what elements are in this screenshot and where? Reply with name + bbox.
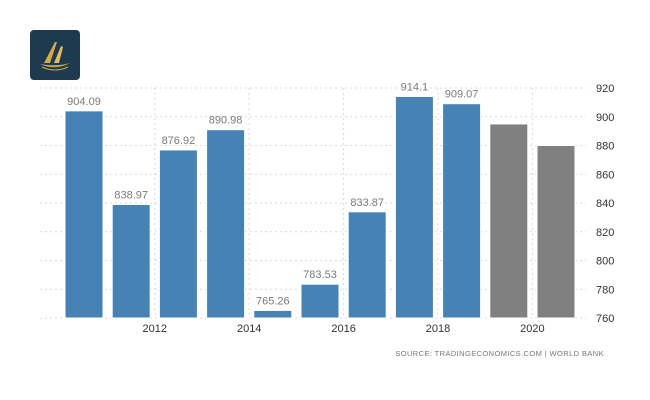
data-labels-group: 904.09 838.97 876.92 890.98 765.26 783.53 833.… — [67, 81, 478, 307]
bar — [442, 103, 482, 319]
x-tick-label: 2012 — [143, 323, 167, 335]
bar — [253, 309, 293, 319]
data-label: 876.92 — [162, 135, 196, 147]
y-tick-label: 820 — [596, 227, 614, 239]
data-label: 890.98 — [209, 115, 243, 127]
bar — [394, 95, 434, 319]
data-label: 783.53 — [303, 269, 337, 281]
bar — [111, 203, 151, 319]
bar — [64, 110, 104, 319]
bar — [300, 283, 340, 319]
y-tick-label: 900 — [596, 112, 614, 124]
bar — [158, 149, 198, 319]
y-tick-label: 860 — [596, 169, 614, 181]
y-tick-label: 800 — [596, 256, 614, 268]
bar-forecast — [489, 123, 529, 319]
source-credit: SOURCE: TRADINGECONOMICS.COM | WORLD BAN… — [395, 349, 604, 358]
y-tick-label: 880 — [596, 141, 614, 153]
data-label: 833.87 — [350, 197, 384, 209]
x-axis: 2012 2014 2016 2018 2020 — [143, 323, 545, 335]
y-axis: 760 780 800 820 840 860 880 900 920 — [596, 83, 614, 325]
x-tick-label: 2016 — [331, 323, 355, 335]
data-label: 909.07 — [445, 89, 479, 101]
bar — [206, 129, 246, 319]
data-label: 904.09 — [67, 96, 101, 108]
bar — [347, 211, 387, 319]
data-label: 838.97 — [114, 189, 148, 201]
bar-forecast — [536, 145, 576, 319]
gold-ship-logo-icon — [40, 42, 70, 71]
data-label: 765.26 — [256, 295, 290, 307]
data-label: 914.1 — [401, 81, 429, 93]
x-tick-label: 2014 — [237, 323, 261, 335]
y-tick-label: 920 — [596, 83, 614, 95]
y-tick-label: 840 — [596, 198, 614, 210]
logo — [30, 30, 80, 80]
y-tick-label: 760 — [596, 313, 614, 325]
x-tick-label: 2020 — [520, 323, 544, 335]
bars-group — [64, 95, 576, 319]
y-tick-label: 780 — [596, 284, 614, 296]
x-tick-label: 2018 — [426, 323, 450, 335]
